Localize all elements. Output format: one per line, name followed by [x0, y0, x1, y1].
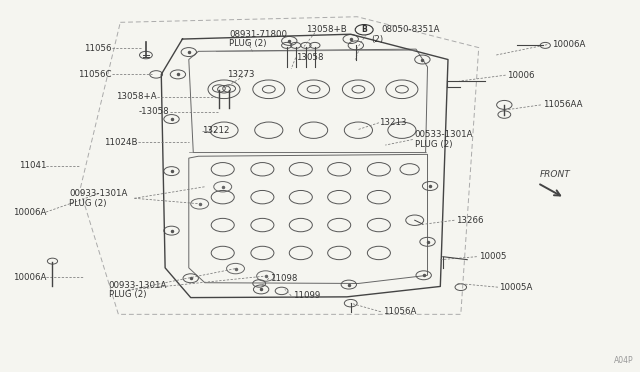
Text: 10006A: 10006A	[552, 40, 585, 49]
Text: 00533-1301A: 00533-1301A	[415, 130, 473, 139]
Text: 10006: 10006	[507, 71, 534, 80]
Text: A04P: A04P	[614, 356, 634, 365]
Text: B: B	[362, 25, 367, 34]
Text: FRONT: FRONT	[540, 170, 570, 179]
Text: PLUG (2): PLUG (2)	[69, 199, 107, 208]
Text: 10006A: 10006A	[13, 273, 46, 282]
Text: 11056: 11056	[84, 44, 112, 53]
Text: PLUG (2): PLUG (2)	[229, 39, 267, 48]
Text: 11056AA: 11056AA	[543, 100, 582, 109]
Text: 13266: 13266	[456, 216, 483, 225]
Text: 00933-1301A: 00933-1301A	[69, 189, 127, 198]
Text: 08931-71800: 08931-71800	[229, 30, 287, 39]
Text: PLUG (2): PLUG (2)	[109, 291, 147, 299]
Text: 13212: 13212	[202, 126, 229, 135]
Text: -13058: -13058	[139, 107, 170, 116]
Text: 13213: 13213	[379, 118, 406, 127]
Text: 11041: 11041	[19, 161, 46, 170]
Text: 11024B: 11024B	[104, 138, 138, 147]
Text: 11056C: 11056C	[79, 70, 112, 79]
Text: 00933-1301A: 00933-1301A	[109, 281, 167, 290]
Text: 13058+A: 13058+A	[116, 92, 157, 101]
Text: 10005A: 10005A	[499, 283, 532, 292]
Text: 13058: 13058	[296, 53, 323, 62]
Text: 10006A: 10006A	[13, 208, 46, 217]
Text: 13058+B: 13058+B	[306, 25, 347, 34]
Text: 11098: 11098	[270, 274, 298, 283]
Text: (2): (2)	[371, 35, 383, 44]
Text: 11056A: 11056A	[383, 307, 416, 316]
Text: PLUG (2): PLUG (2)	[415, 140, 452, 149]
Text: 11099: 11099	[293, 291, 321, 300]
Text: 13273: 13273	[227, 70, 255, 79]
Text: 08050-8351A: 08050-8351A	[381, 25, 440, 34]
Text: 10005: 10005	[479, 252, 506, 261]
